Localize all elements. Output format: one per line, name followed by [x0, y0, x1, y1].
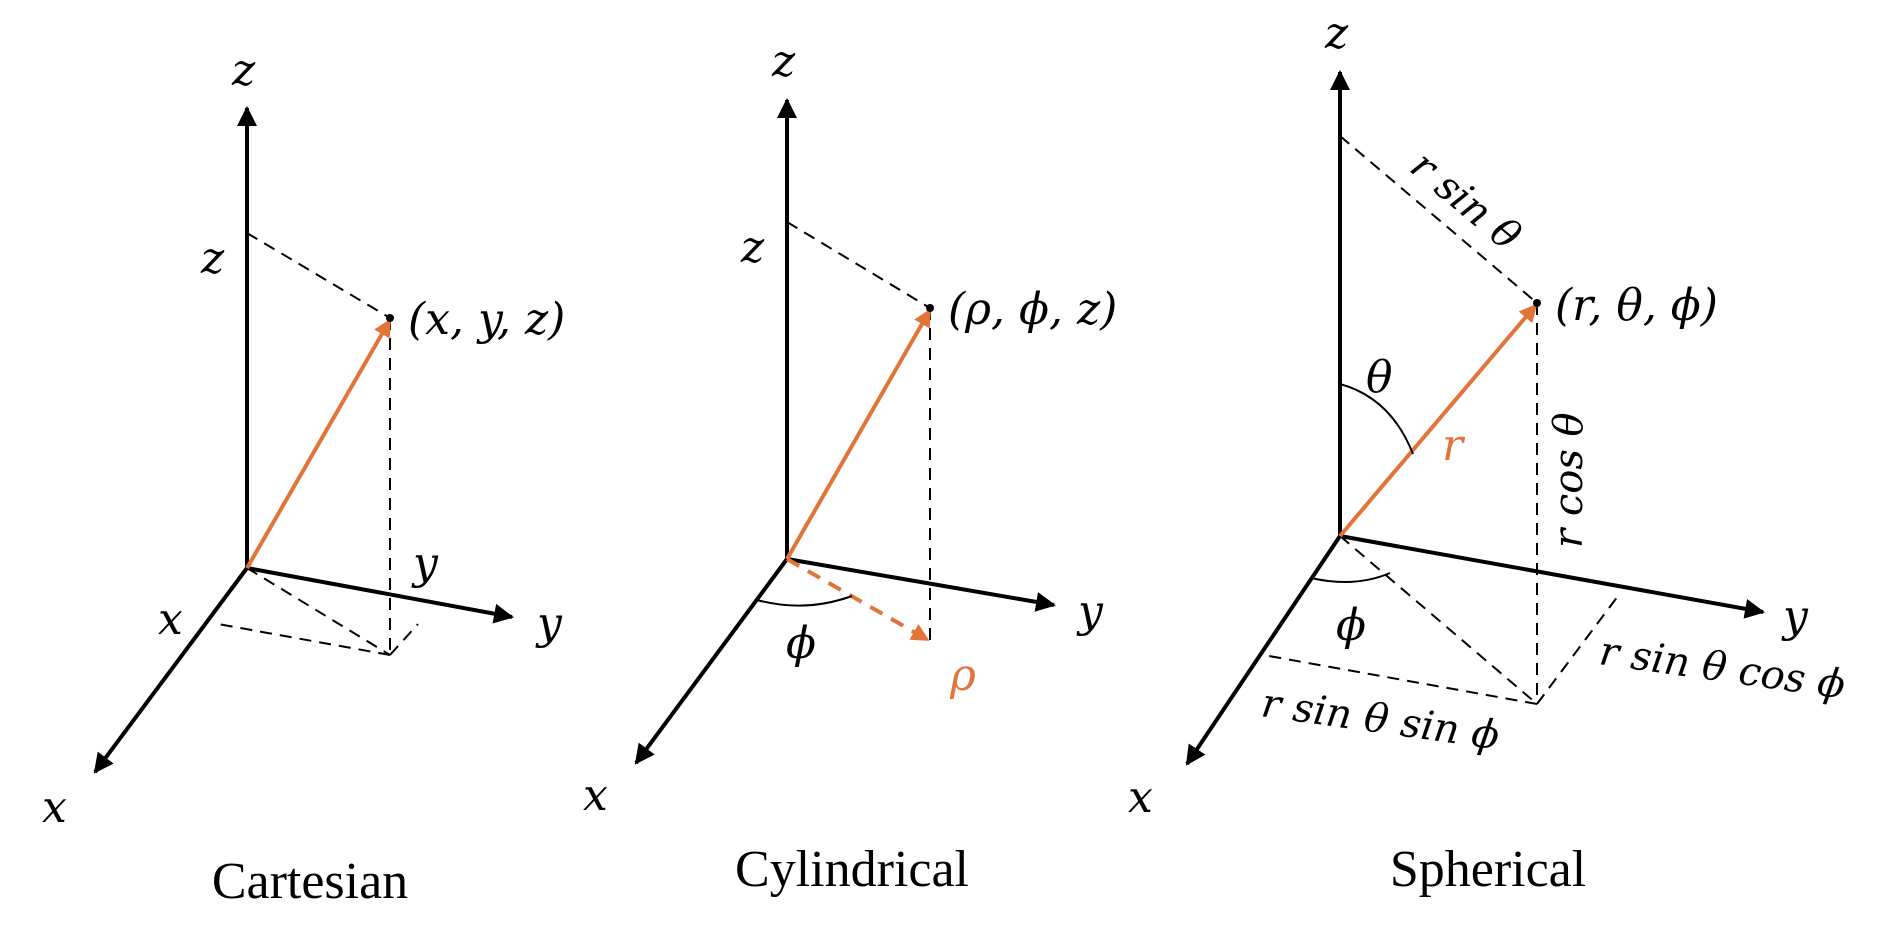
cartesian-dash-y-parallel — [217, 623, 391, 656]
spherical-y-axis — [1339, 534, 1765, 619]
spherical-theta-arc — [1339, 383, 1414, 455]
cartesian-y-component-label: y — [411, 538, 439, 589]
cylindrical-panel: z y x (ρ, ϕ, z) z ϕ ρ Cylindrical — [583, 36, 1117, 898]
cylindrical-rho-vector — [786, 557, 930, 642]
spherical-dash-r-sin-theta — [1339, 135, 1538, 304]
spherical-r-label: r — [1442, 420, 1466, 471]
spherical-dash-y-parallel — [1268, 655, 1538, 705]
spherical-theta-label: θ — [1366, 352, 1393, 403]
cylindrical-rho-label: ρ — [949, 650, 976, 701]
cylindrical-z-component-label: z — [740, 222, 765, 273]
cartesian-dash-x-parallel — [389, 623, 419, 656]
cartesian-point-label: (x, y, z) — [408, 294, 565, 345]
cartesian-x-component-label: x — [158, 594, 183, 645]
cylindrical-y-axis-label: y — [1076, 586, 1104, 637]
cartesian-panel: z y x (x, y, z) z y x Cartesian — [42, 45, 565, 910]
cylindrical-x-axis-label: x — [583, 770, 608, 821]
cylindrical-x-axis — [634, 557, 789, 765]
cartesian-caption: Cartesian — [212, 853, 408, 910]
spherical-dash-x-parallel — [1536, 591, 1622, 705]
spherical-z-axis-label: z — [1324, 8, 1349, 59]
cylindrical-phi-arc — [756, 595, 853, 607]
spherical-r-sin-theta-sin-phi-label: r sin θ sin ϕ — [1259, 680, 1503, 759]
spherical-position-vector — [1338, 303, 1538, 538]
cartesian-point — [386, 314, 394, 322]
cylindrical-point-label: (ρ, ϕ, z) — [948, 284, 1117, 335]
spherical-panel: z y x (r, θ, ϕ) θ r ϕ r sin θ r cos θ r … — [1128, 8, 1848, 898]
spherical-r-sin-theta-cos-phi-label: r sin θ cos ϕ — [1597, 628, 1848, 708]
spherical-y-axis-label: y — [1781, 591, 1809, 642]
cartesian-position-vector — [245, 318, 392, 569]
spherical-x-axis — [1185, 534, 1342, 766]
cylindrical-position-vector — [785, 308, 932, 560]
cylindrical-phi-label: ϕ — [786, 618, 816, 669]
spherical-dash-diagonal — [1339, 535, 1538, 705]
cylindrical-point — [926, 304, 934, 312]
spherical-phi-arc — [1310, 572, 1391, 583]
cylindrical-dash-z-projection — [786, 221, 931, 309]
spherical-x-axis-label: x — [1128, 772, 1153, 823]
cartesian-z-component-label: z — [200, 233, 225, 284]
cartesian-dash-z-projection — [246, 232, 391, 319]
spherical-point-label: (r, θ, ϕ) — [1555, 280, 1718, 331]
cartesian-x-axis — [93, 566, 249, 774]
spherical-point — [1533, 299, 1541, 307]
spherical-caption: Spherical — [1390, 841, 1586, 898]
cartesian-z-axis-label: z — [231, 45, 256, 96]
cartesian-y-axis — [246, 566, 514, 624]
cylindrical-caption: Cylindrical — [735, 841, 969, 898]
cylindrical-y-axis — [786, 557, 1056, 612]
cartesian-dash-diagonal — [246, 567, 391, 656]
cylindrical-z-axis-label: z — [771, 36, 796, 87]
spherical-phi-label: ϕ — [1336, 600, 1366, 651]
cartesian-y-axis-label: y — [535, 598, 563, 649]
spherical-r-cos-theta-label: r cos θ — [1546, 412, 1592, 548]
cartesian-x-axis-label: x — [42, 782, 67, 833]
